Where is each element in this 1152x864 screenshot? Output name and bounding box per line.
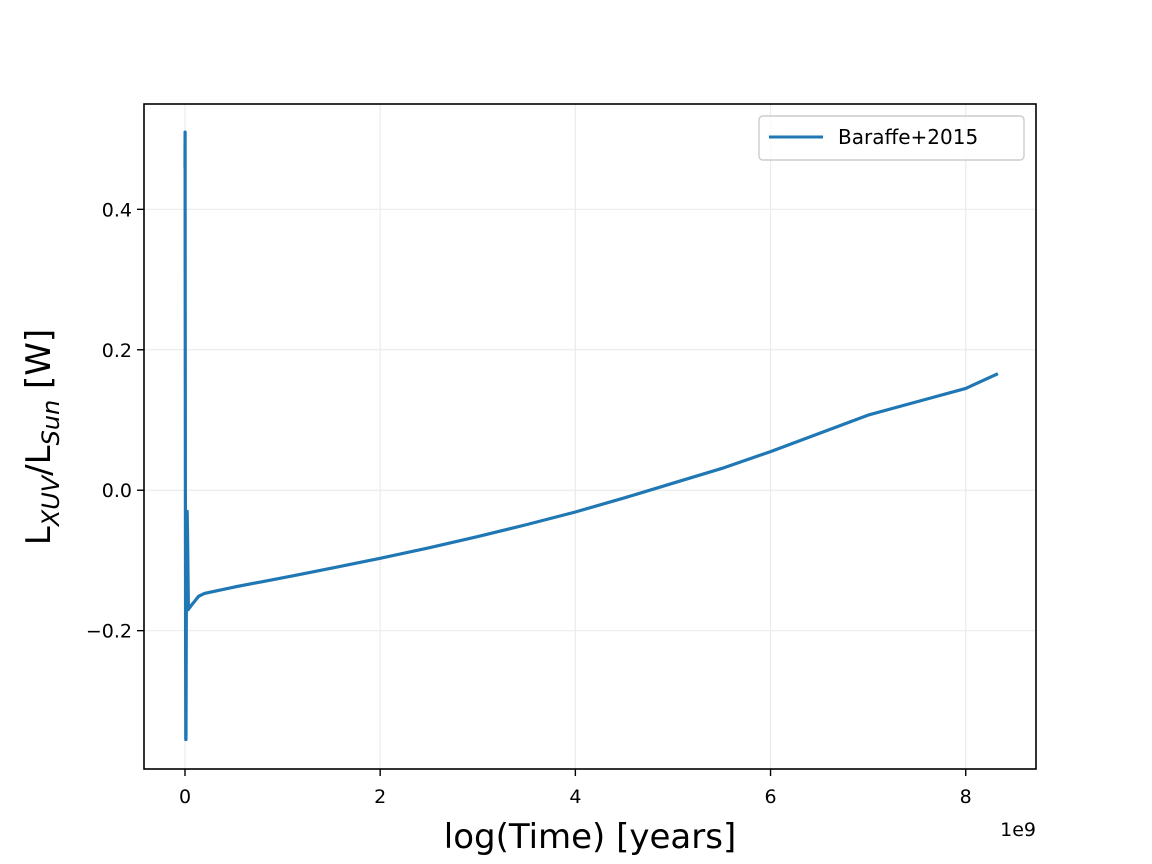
y-label-base1: L [19,526,59,545]
y-label-unit: [W] [19,329,59,400]
legend-label: Baraffe+2015 [838,125,978,149]
x-offset-label: 1e9 [1000,819,1036,841]
y-axis-label: LXUV/LSun [W] [19,329,65,545]
x-tick-label: 0 [179,786,191,808]
series-layer [183,130,999,742]
x-tick-label: 8 [960,786,972,808]
y-tick-label: 0.4 [102,199,132,221]
y-tick-label: 0.0 [102,480,132,502]
y-label-slash: /L [19,445,59,475]
y-tick-label: 0.2 [102,340,132,362]
legend: Baraffe+2015 [758,115,1025,161]
x-axis-label: log(Time) [years] [444,817,736,857]
legend-box [758,115,1025,161]
y-tick-label: −0.2 [86,621,132,643]
tick-layer: 0 2 4 6 8 −0.2 0.0 0.2 0.4 [86,199,972,808]
x-tick-label: 2 [374,786,386,808]
x-tick-label: 4 [569,786,581,808]
plot-area-frame [143,103,1037,770]
x-tick-label: 6 [765,786,777,808]
series-line [183,130,999,742]
y-label-sub1: XUV [37,474,65,528]
y-label-sub2: Sun [37,400,65,446]
grid-layer [144,104,1036,769]
